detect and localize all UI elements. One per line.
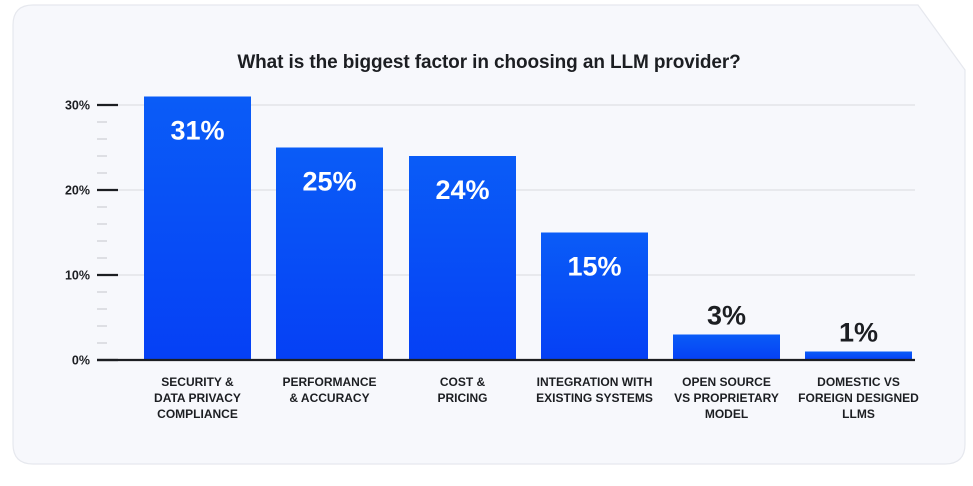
- y-axis: 0% 10% 20% 30%: [65, 99, 915, 368]
- bar: [144, 96, 251, 360]
- bar-value-label: 15%: [567, 252, 621, 282]
- bar-value-label: 31%: [170, 116, 224, 146]
- bar: [276, 147, 383, 360]
- x-category-label-line: PERFORMANCE: [282, 375, 377, 389]
- y-tick-label: 10%: [65, 269, 90, 283]
- x-category-label-line: EXISTING SYSTEMS: [536, 391, 653, 405]
- x-category-label-line: SECURITY &: [161, 375, 234, 389]
- x-category-label: COST & PRICING: [393, 374, 533, 406]
- x-category-label: OPEN SOURCE VS PROPRIETARY MODEL: [657, 374, 797, 422]
- bar: [409, 156, 516, 360]
- x-category-label-line: INTEGRATION WITH: [536, 375, 653, 389]
- y-tick-label: 30%: [65, 99, 90, 113]
- x-category-label-line: VS PROPRIETARY: [674, 391, 779, 405]
- y-tick-label: 0%: [72, 354, 90, 368]
- x-category-label-line: COMPLIANCE: [157, 407, 238, 421]
- x-category-label-line: & ACCURACY: [289, 391, 370, 405]
- bar: [673, 334, 780, 360]
- x-category-label: SECURITY & DATA PRIVACY COMPLIANCE: [128, 374, 268, 422]
- x-category-label-line: LLMS: [842, 407, 875, 421]
- x-category-label: PERFORMANCE & ACCURACY: [260, 374, 400, 406]
- x-category-label-line: OPEN SOURCE: [682, 375, 771, 389]
- bar-value-labels: 31% 25% 24% 15% 3% 1%: [170, 116, 878, 348]
- chart-title: What is the biggest factor in choosing a…: [237, 52, 741, 73]
- x-category-label: INTEGRATION WITH EXISTING SYSTEMS: [525, 374, 665, 406]
- x-category-label-line: FOREIGN DESIGNED: [798, 391, 919, 405]
- x-category-label-line: MODEL: [704, 407, 749, 421]
- bar: [805, 351, 912, 360]
- y-tick-label: 20%: [65, 184, 90, 198]
- x-category-label-line: DOMESTIC VS: [817, 375, 900, 389]
- bar-value-label: 3%: [707, 301, 746, 331]
- bar: [541, 232, 648, 360]
- bar-value-label: 25%: [302, 167, 356, 197]
- bar-value-label: 24%: [435, 175, 489, 205]
- x-category-label-line: DATA PRIVACY: [154, 391, 241, 405]
- bar-value-label: 1%: [839, 318, 878, 348]
- bars: [144, 96, 912, 360]
- x-category-label-line: COST &: [439, 375, 486, 389]
- x-category-label-line: PRICING: [437, 391, 488, 405]
- x-category-label: DOMESTIC VS FOREIGN DESIGNED LLMS: [789, 374, 929, 422]
